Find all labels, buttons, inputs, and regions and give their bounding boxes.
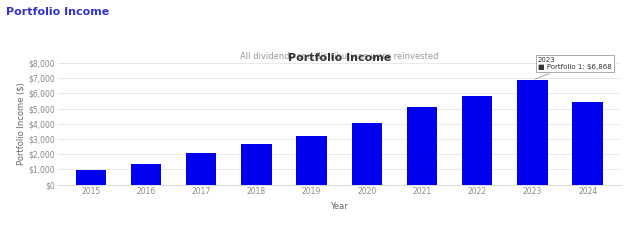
Title: Portfolio Income: Portfolio Income [287,53,391,63]
Bar [407,107,437,184]
Bar [76,170,106,184]
Text: Portfolio Income: Portfolio Income [6,7,109,17]
Y-axis label: Portfolio Income ($): Portfolio Income ($) [16,82,26,165]
Bar [573,102,603,184]
Bar [462,96,492,184]
X-axis label: Year: Year [330,202,348,211]
Text: All dividends and distributions were reinvested: All dividends and distributions were rei… [240,52,438,61]
Bar [241,144,271,184]
Text: 2023
■ Portfolio 1: $6,868: 2023 ■ Portfolio 1: $6,868 [535,57,612,79]
Bar [186,153,216,184]
Bar [351,123,382,184]
Bar [296,136,327,184]
Bar [517,80,548,184]
Bar [131,164,161,184]
